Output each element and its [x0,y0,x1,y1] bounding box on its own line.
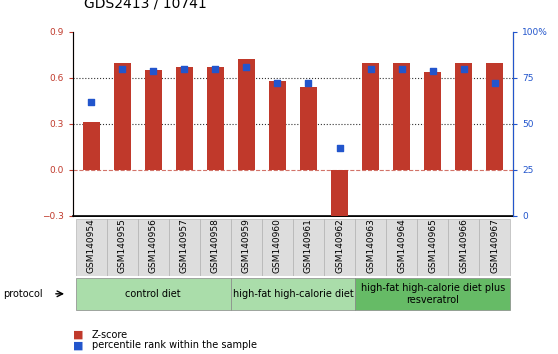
Point [180,66,189,72]
Text: GSM140958: GSM140958 [211,218,220,274]
Text: ■: ■ [73,340,83,350]
FancyBboxPatch shape [417,219,448,276]
Bar [393,63,410,170]
Point [86,99,95,105]
Bar [83,122,100,170]
Text: percentile rank within the sample: percentile rank within the sample [92,340,257,350]
Bar [114,63,131,170]
Bar [362,63,379,170]
Text: GSM140957: GSM140957 [180,218,189,274]
Bar [300,87,317,170]
FancyBboxPatch shape [169,219,200,276]
FancyBboxPatch shape [355,219,386,276]
Text: GSM140966: GSM140966 [459,218,468,274]
Point [366,66,375,72]
Bar [455,63,472,170]
Bar [486,63,503,170]
FancyBboxPatch shape [479,219,510,276]
Text: protocol: protocol [3,289,42,299]
Point [211,66,220,72]
Bar [207,67,224,170]
Text: GSM140963: GSM140963 [366,218,375,274]
Point [273,81,282,86]
Point [149,68,158,73]
FancyBboxPatch shape [76,219,107,276]
Text: GDS2413 / 10741: GDS2413 / 10741 [84,0,206,11]
FancyBboxPatch shape [355,278,510,310]
FancyBboxPatch shape [448,219,479,276]
Text: GSM140967: GSM140967 [490,218,499,274]
Point [397,66,406,72]
FancyBboxPatch shape [262,219,293,276]
Text: GSM140954: GSM140954 [86,219,95,273]
Bar [176,67,193,170]
FancyBboxPatch shape [76,278,231,310]
Text: Z-score: Z-score [92,330,128,339]
FancyBboxPatch shape [107,219,138,276]
Point [459,66,468,72]
FancyBboxPatch shape [138,219,169,276]
Text: GSM140962: GSM140962 [335,219,344,273]
Point [242,64,251,70]
FancyBboxPatch shape [200,219,231,276]
Text: high-fat high-calorie diet: high-fat high-calorie diet [233,289,353,299]
Text: GSM140964: GSM140964 [397,219,406,273]
Text: GSM140960: GSM140960 [273,218,282,274]
FancyBboxPatch shape [386,219,417,276]
Bar [424,72,441,170]
Point [304,81,313,86]
Text: GSM140955: GSM140955 [118,218,127,274]
Text: GSM140961: GSM140961 [304,218,313,274]
Bar [238,59,255,170]
Text: GSM140959: GSM140959 [242,218,251,274]
Bar [331,170,348,225]
Point [428,68,437,73]
FancyBboxPatch shape [293,219,324,276]
Point [118,66,127,72]
FancyBboxPatch shape [231,219,262,276]
Text: GSM140956: GSM140956 [149,218,158,274]
Bar [269,81,286,170]
Text: GSM140965: GSM140965 [428,218,437,274]
Point [490,81,499,86]
FancyBboxPatch shape [324,219,355,276]
FancyBboxPatch shape [231,278,355,310]
Text: ■: ■ [73,330,83,339]
Bar [145,70,162,170]
Text: high-fat high-calorie diet plus
resveratrol: high-fat high-calorie diet plus resverat… [360,283,505,305]
Text: control diet: control diet [126,289,181,299]
Point [335,145,344,151]
